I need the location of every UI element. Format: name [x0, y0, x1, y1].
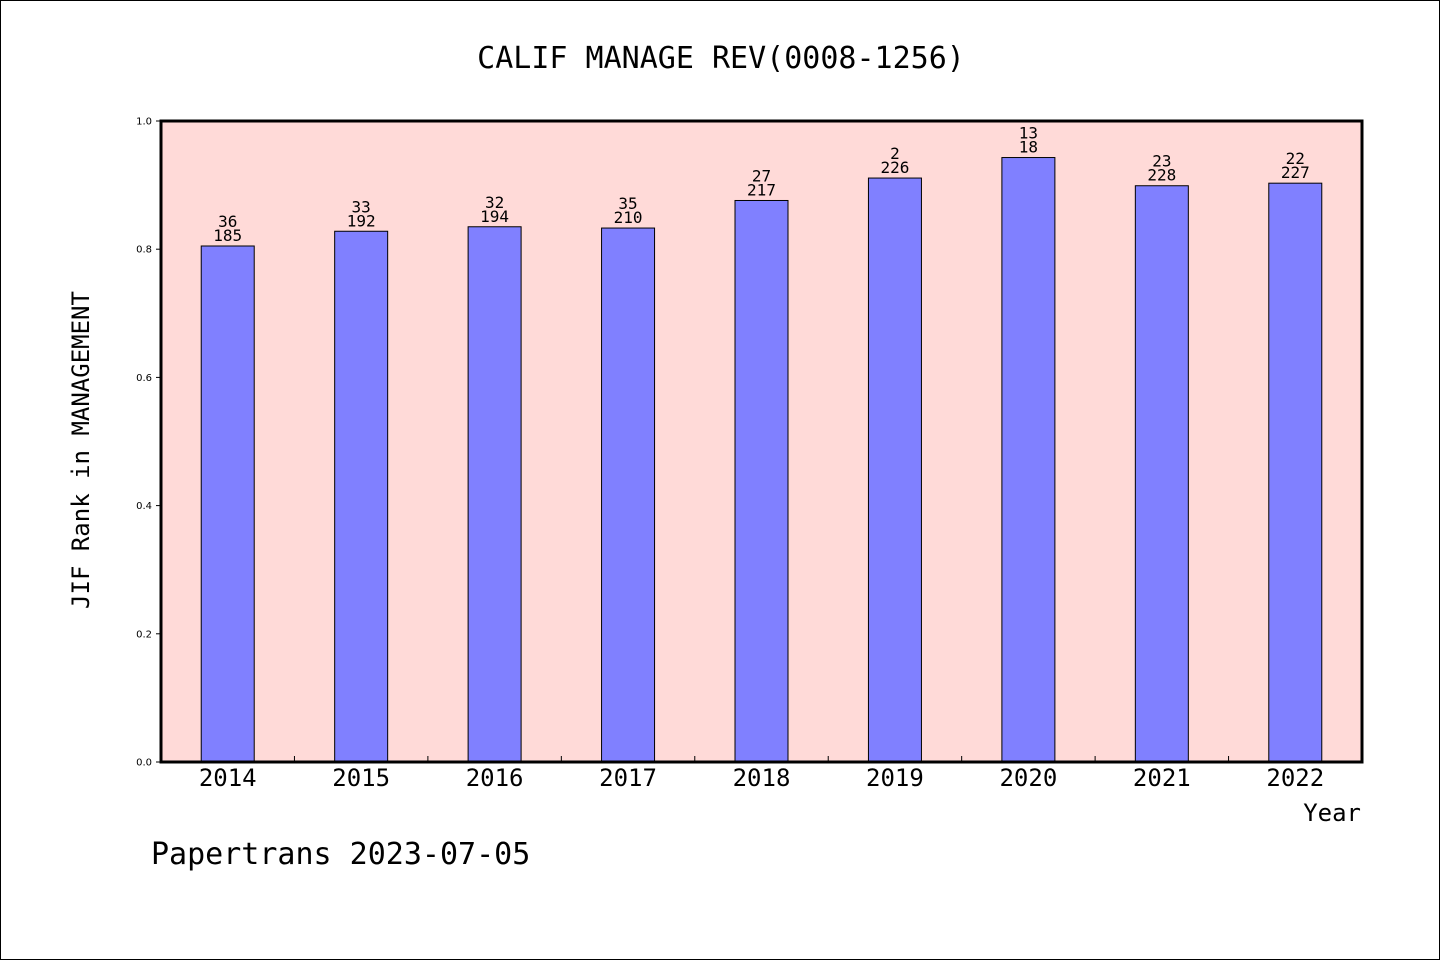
y-tick-label: 1.0 — [136, 117, 152, 128]
bar-rank-label: 2 — [890, 144, 900, 163]
x-tick-label: 2022 — [1266, 764, 1324, 792]
y-tick-label: 0.0 — [136, 758, 152, 769]
bar-2016 — [467, 226, 522, 763]
bar-rank-label: 32 — [485, 193, 504, 212]
bar-total-label: 18 — [1019, 138, 1038, 157]
bar-2022 — [1268, 182, 1323, 763]
bar-total-label: 192 — [347, 211, 376, 230]
bar-rank-label: 27 — [752, 166, 771, 185]
bar-2018 — [734, 199, 789, 763]
bar-rank-label: 36 — [218, 212, 237, 231]
x-tick-label: 2018 — [733, 764, 791, 792]
y-tick-label: 0.4 — [136, 501, 152, 512]
footer-text: Papertrans 2023-07-05 — [151, 837, 530, 872]
y-tick-label: 0.2 — [136, 629, 152, 640]
x-tick-label: 2021 — [1133, 764, 1191, 792]
bar-total-label: 226 — [880, 158, 909, 177]
x-tick-label: 2020 — [999, 764, 1057, 792]
y-tick-label: 0.6 — [136, 373, 152, 384]
bar-total-label: 185 — [213, 226, 242, 245]
x-axis-title: Year — [1303, 799, 1361, 827]
bar-2019 — [867, 177, 922, 763]
x-tick-label: 2016 — [466, 764, 524, 792]
bar-rank-label: 13 — [1019, 124, 1038, 143]
x-tick-label: 2014 — [199, 764, 257, 792]
bar-2014 — [200, 245, 255, 763]
bar-total-label: 227 — [1281, 163, 1310, 182]
bar-rank-label: 22 — [1286, 149, 1305, 168]
bar-2020 — [1001, 157, 1056, 763]
bar-rank-label: 23 — [1152, 152, 1171, 171]
x-tick-label: 2019 — [866, 764, 924, 792]
bar-rank-label: 35 — [618, 194, 637, 213]
bar-total-label: 228 — [1147, 166, 1176, 185]
bar-2017 — [601, 227, 656, 763]
x-axis: 2014 2015 2016 2017 2018 2019 2020 2021 2022 — [199, 756, 1324, 792]
bar-rank-label: 33 — [352, 197, 371, 216]
plot-border — [159, 119, 1364, 764]
y-axis: 0.0 0.2 0.4 0.6 0.8 1.0 — [136, 117, 161, 769]
x-tick-label: 2017 — [599, 764, 657, 792]
bar-2015 — [334, 230, 389, 763]
bar-total-label: 210 — [614, 208, 643, 227]
x-tick-label: 2015 — [332, 764, 390, 792]
y-tick-label: 0.8 — [136, 245, 152, 256]
chart-title: CALIF MANAGE REV(0008-1256) — [477, 41, 965, 76]
y-axis-title: JIF Rank in MANAGEMENT — [67, 291, 95, 609]
bar-2021 — [1134, 185, 1189, 763]
bar-total-label: 194 — [480, 207, 509, 226]
bar-total-label: 217 — [747, 180, 776, 199]
